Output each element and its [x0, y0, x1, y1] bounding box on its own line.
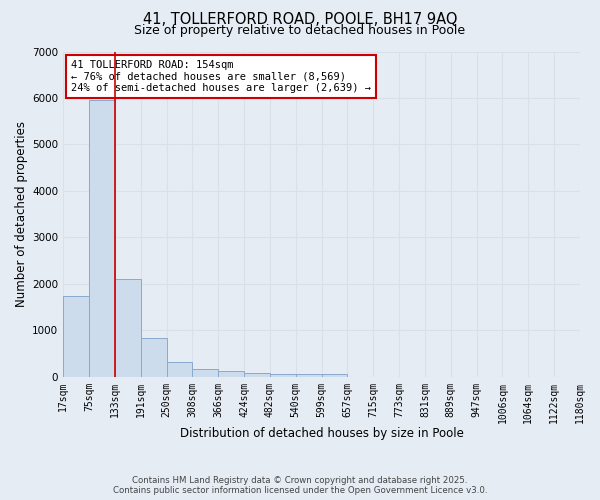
Bar	[89, 100, 115, 377]
Bar	[322, 374, 347, 377]
Text: Contains HM Land Registry data © Crown copyright and database right 2025.
Contai: Contains HM Land Registry data © Crown c…	[113, 476, 487, 495]
Text: 41 TOLLERFORD ROAD: 154sqm
← 76% of detached houses are smaller (8,569)
24% of s: 41 TOLLERFORD ROAD: 154sqm ← 76% of deta…	[71, 60, 371, 93]
Bar	[167, 362, 193, 377]
Bar	[140, 338, 167, 377]
Bar	[218, 372, 244, 377]
Bar	[270, 374, 296, 377]
X-axis label: Distribution of detached houses by size in Poole: Distribution of detached houses by size …	[179, 427, 464, 440]
Y-axis label: Number of detached properties: Number of detached properties	[15, 121, 28, 307]
Bar	[115, 279, 140, 377]
Text: 41, TOLLERFORD ROAD, POOLE, BH17 9AQ: 41, TOLLERFORD ROAD, POOLE, BH17 9AQ	[143, 12, 457, 28]
Text: Size of property relative to detached houses in Poole: Size of property relative to detached ho…	[134, 24, 466, 37]
Bar	[296, 374, 322, 377]
Bar	[193, 368, 218, 377]
Bar	[244, 373, 270, 377]
Bar	[63, 296, 89, 377]
